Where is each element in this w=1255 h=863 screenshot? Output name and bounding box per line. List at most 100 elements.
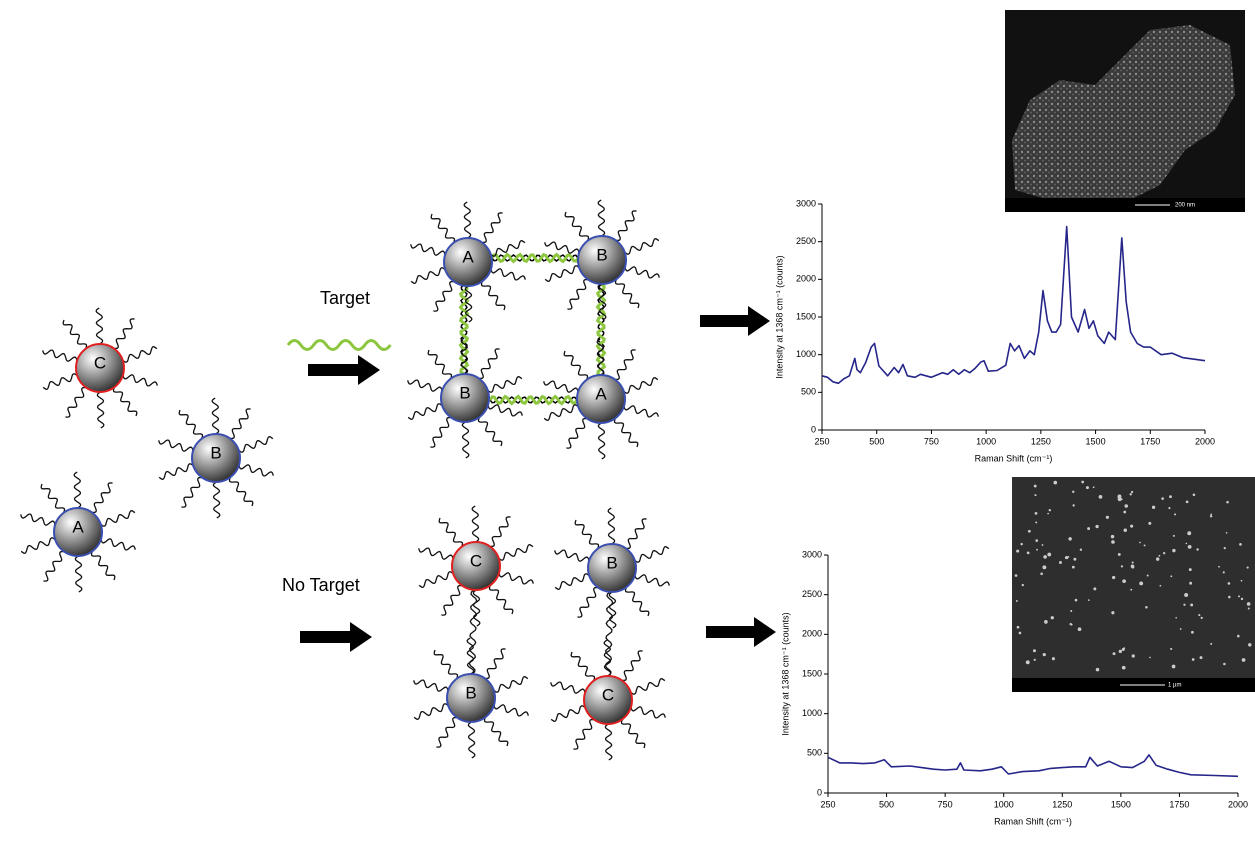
sem-caption-bar [1005, 198, 1245, 212]
ligand [158, 439, 194, 452]
particle-label: C [602, 685, 614, 704]
sem-particle [1240, 597, 1244, 601]
sem-particle [1187, 544, 1192, 549]
nanoparticle [577, 235, 627, 285]
sem-particle [1053, 480, 1058, 485]
sem-particle [1121, 665, 1126, 670]
sem-particle [1223, 662, 1226, 666]
sem-particle [1143, 544, 1146, 547]
y-tick-label: 2000 [802, 629, 822, 639]
ligand [623, 377, 659, 394]
sem-image-bottom: 1 µm [1012, 477, 1255, 692]
sem-particle [1122, 579, 1126, 584]
x-tick-label: 750 [938, 799, 953, 809]
ligand [624, 238, 660, 255]
ligand [418, 571, 454, 588]
sem-particle [1148, 521, 1152, 525]
sem-particle [1018, 631, 1022, 635]
sem-particle [1032, 649, 1036, 653]
ligand [489, 516, 511, 548]
sem-particle [1072, 490, 1075, 494]
ligand [113, 318, 135, 350]
sem-particle [1079, 548, 1083, 551]
sem-particle [1199, 656, 1203, 660]
sem-particle [1183, 603, 1186, 606]
arrow [300, 622, 372, 652]
sem-particle [1077, 627, 1082, 632]
sem-particle [1042, 653, 1046, 657]
y-tick-label: 500 [807, 748, 822, 758]
ligand [487, 376, 523, 393]
sem-particle [1069, 622, 1072, 626]
sem-image-top: 200 nm [1005, 10, 1245, 212]
x-tick-label: 2000 [1228, 799, 1248, 809]
sem-particle [1149, 656, 1151, 659]
y-tick-label: 2500 [796, 236, 816, 246]
particle-label: B [210, 443, 221, 462]
x-tick-label: 250 [814, 436, 829, 446]
sem-particle [1238, 595, 1240, 598]
sem-particle [1174, 513, 1177, 516]
ligand [634, 546, 670, 563]
raman-chart: 0 500 1000 1500 2000 2500 3000 250 500 750 1000 125… [774, 198, 1215, 463]
ligand [433, 280, 455, 312]
sem-particle [1016, 549, 1020, 553]
ligand [238, 436, 274, 453]
ligand [630, 678, 666, 695]
ligand [554, 573, 590, 590]
nanoparticle [75, 343, 125, 393]
scale-label: 200 nm [1175, 203, 1195, 209]
nanoparticle [191, 433, 241, 483]
sem-particle [1246, 602, 1251, 606]
ligand [498, 544, 534, 561]
sem-particle [1095, 667, 1100, 672]
sem-particle [1110, 534, 1115, 539]
no-target-label: No Target [282, 575, 360, 595]
sem-particle [1117, 552, 1121, 556]
y-tick-label: 1500 [802, 668, 822, 678]
ligand [614, 278, 640, 309]
sem-particle [1192, 493, 1196, 497]
sem-particle [1034, 511, 1038, 515]
sem-particle [1118, 649, 1123, 654]
ligand [436, 716, 458, 748]
sem-particle [1105, 515, 1110, 519]
sem-particle [1040, 572, 1043, 576]
nanoparticle [576, 374, 626, 424]
sem-particle [1081, 480, 1085, 484]
y-tick-label: 0 [817, 787, 822, 797]
ligand [433, 649, 459, 680]
ligand [100, 510, 136, 527]
ligand [65, 386, 87, 418]
ligand [481, 212, 503, 244]
sem-particle [1151, 505, 1156, 509]
sem-particle [1170, 647, 1173, 651]
ligand [615, 210, 637, 242]
ligand [554, 549, 590, 562]
ligand [211, 397, 220, 435]
ligand [100, 538, 136, 551]
y-tick-label: 3000 [802, 549, 822, 559]
ligand [464, 285, 473, 323]
sem-background [1012, 477, 1255, 692]
sem-particle [1085, 486, 1089, 490]
ligand [42, 349, 78, 362]
ligand [620, 718, 646, 749]
sem-particle [1225, 531, 1228, 534]
sem-particle [1111, 540, 1115, 544]
spectrum-line [827, 754, 1239, 778]
ligand [427, 349, 453, 380]
x-tick-label: 1000 [976, 436, 996, 446]
sem-particle [1041, 544, 1044, 546]
sem-particle [1044, 620, 1048, 624]
ligand [62, 319, 88, 350]
sem-particle [1047, 512, 1049, 515]
x-tick-label: 500 [879, 799, 894, 809]
target-label: Target [320, 288, 370, 308]
sem-aggregate [1012, 25, 1235, 200]
ligand [566, 417, 588, 449]
sem-particle [1117, 494, 1122, 499]
ligand [43, 550, 65, 582]
ligand [563, 350, 589, 381]
